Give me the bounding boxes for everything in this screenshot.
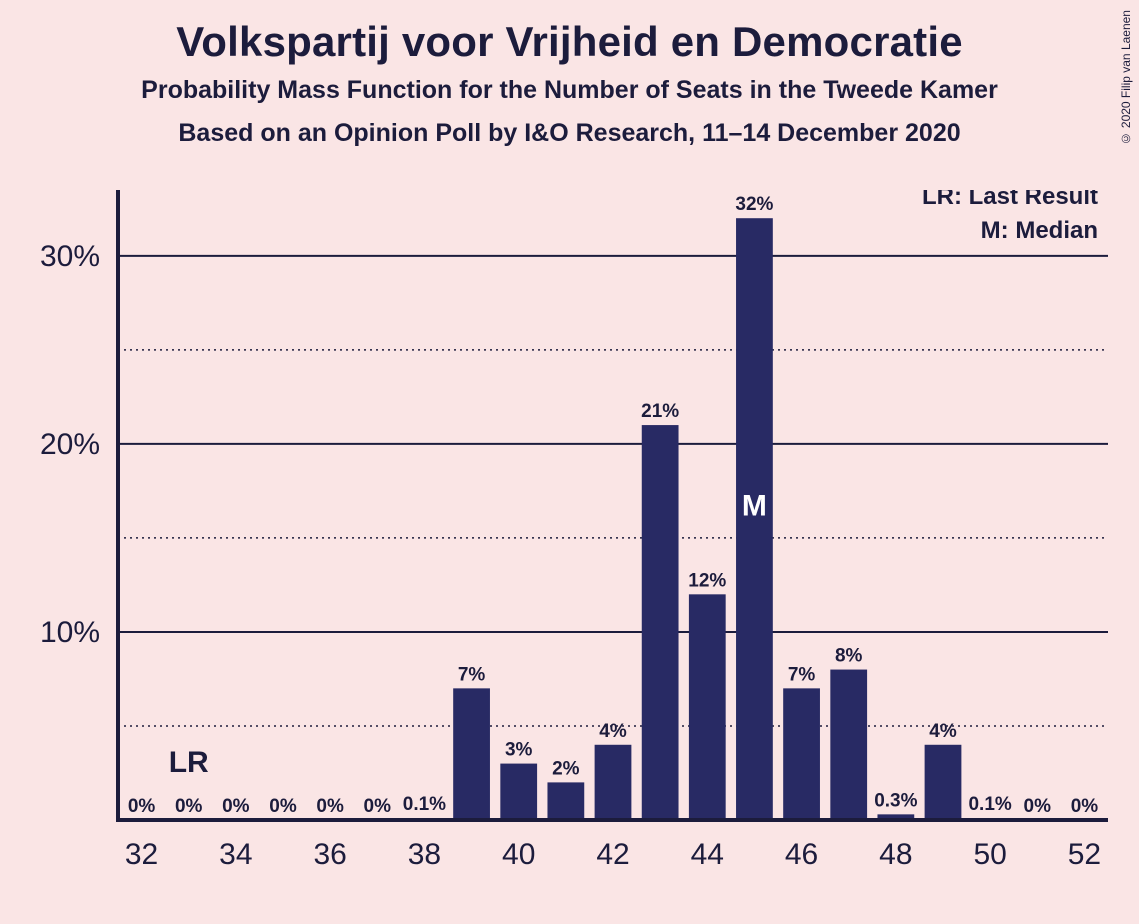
bar-value-label: 0.3% [874, 790, 917, 811]
bar [830, 670, 867, 820]
copyright-text: © 2020 Filip van Laenen [1119, 10, 1133, 145]
bar-value-label: 0% [1024, 796, 1052, 817]
x-tick-label: 38 [408, 838, 441, 871]
bar-value-label: 3% [505, 740, 533, 761]
bar-value-label: 32% [735, 194, 773, 215]
bar-value-label: 12% [688, 570, 726, 591]
bar-value-label: 8% [835, 646, 863, 667]
bar [642, 425, 679, 820]
bar-value-label: 0% [316, 796, 344, 817]
x-tick-label: 50 [973, 838, 1006, 871]
lr-marker: LR [169, 746, 209, 779]
chart-subtitle-1: Probability Mass Function for the Number… [0, 76, 1139, 105]
bar-value-label: 0.1% [968, 794, 1011, 815]
bar [547, 782, 584, 820]
y-tick-label: 30% [40, 240, 100, 273]
pmf-bar-chart: 0% 0% 0% 0% 0% 0% 0.1% 7% 3% 2% 4% 21% 12% 32% 7% 8% 0.3… [0, 190, 1139, 910]
x-tick-label: 34 [219, 838, 252, 871]
chart-subtitle-2: Based on an Opinion Poll by I&O Research… [0, 119, 1139, 148]
bar-value-label: 7% [458, 664, 486, 685]
x-tick-label: 32 [125, 838, 158, 871]
bar [453, 688, 490, 820]
bar [500, 764, 537, 820]
x-tick-label: 48 [879, 838, 912, 871]
chart-title: Volkspartij voor Vrijheid en Democratie [0, 18, 1139, 66]
y-tick-label: 20% [40, 428, 100, 461]
x-tick-label: 42 [596, 838, 629, 871]
bar-value-label: 7% [788, 664, 816, 685]
x-tick-label: 46 [785, 838, 818, 871]
bar [595, 745, 632, 820]
bar-value-label: 0% [364, 796, 392, 817]
bar-value-label: 0% [128, 796, 156, 817]
bar [783, 688, 820, 820]
bar [689, 594, 726, 820]
bar-value-label: 4% [599, 721, 627, 742]
x-tick-label: 44 [691, 838, 724, 871]
x-tick-label: 52 [1068, 838, 1101, 871]
bar-value-label: 21% [641, 401, 679, 422]
bar-value-label: 0% [175, 796, 203, 817]
bar-value-label: 0.1% [403, 794, 446, 815]
chart-container: 0% 0% 0% 0% 0% 0% 0.1% 7% 3% 2% 4% 21% 12% 32% 7% 8% 0.3… [0, 190, 1139, 910]
bar-value-label: 4% [929, 721, 957, 742]
y-tick-label: 10% [40, 616, 100, 649]
bar-value-label: 0% [222, 796, 250, 817]
bar-value-label: 0% [269, 796, 297, 817]
bar-value-label: 2% [552, 758, 580, 779]
legend-m: M: Median [981, 217, 1098, 244]
legend-lr: LR: Last Result [922, 190, 1098, 210]
bar [925, 745, 962, 820]
x-tick-label: 40 [502, 838, 535, 871]
median-marker: M [742, 489, 767, 522]
bar-value-label: 0% [1071, 796, 1099, 817]
titles-block: Volkspartij voor Vrijheid en Democratie … [0, 0, 1139, 148]
x-tick-label: 36 [313, 838, 346, 871]
